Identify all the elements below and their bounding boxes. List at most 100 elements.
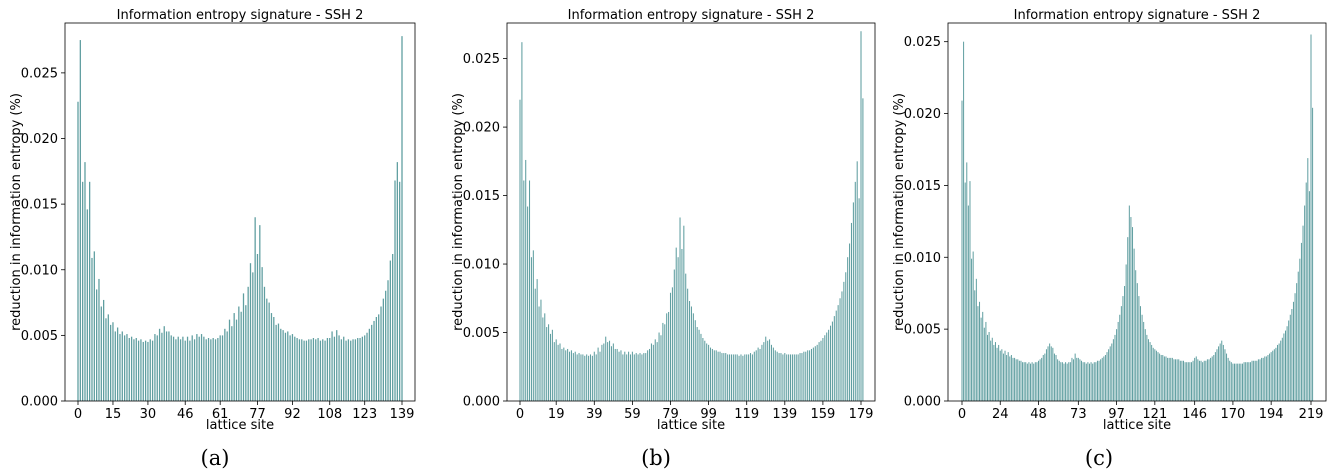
bar-site-113 — [340, 339, 343, 401]
bar-site-210 — [1296, 283, 1298, 401]
bar-site-109 — [727, 354, 729, 401]
bar-site-29 — [1007, 352, 1009, 401]
bar-site-31 — [149, 339, 151, 401]
bar-site-100 — [1120, 306, 1122, 401]
bar-site-68 — [235, 319, 238, 402]
panel-caption: (c) — [1085, 446, 1113, 470]
bar-site-49 — [191, 335, 193, 402]
bar-site-83 — [270, 313, 273, 401]
bar-site-1 — [79, 40, 81, 401]
y-tick-label: 0.020 — [463, 121, 500, 136]
bar-site-67 — [1068, 362, 1070, 401]
bar-site-215 — [1304, 205, 1306, 401]
bar-site-164 — [831, 321, 833, 401]
bar-site-123 — [753, 351, 755, 401]
bar-site-89 — [284, 332, 287, 401]
bar-site-132 — [770, 344, 772, 401]
bar-site-141 — [1186, 362, 1188, 401]
bar-site-175 — [1240, 363, 1242, 401]
bar-site-46 — [184, 340, 186, 402]
bar-site-90 — [1104, 355, 1106, 401]
bar-site-168 — [839, 298, 841, 401]
bar-site-123 — [364, 335, 366, 402]
bar-site-38 — [1022, 362, 1024, 401]
bar-site-120 — [1152, 347, 1154, 401]
x-tick-label: 99 — [700, 407, 717, 422]
bar-site-82 — [1092, 363, 1094, 401]
y-tick-label: 0.000 — [904, 395, 941, 410]
y-tick-label: 0.020 — [21, 132, 58, 147]
bar-site-205 — [1288, 320, 1290, 401]
bar-site-146 — [797, 354, 799, 401]
bar-site-48 — [610, 346, 612, 401]
bar-site-81 — [266, 298, 268, 402]
chart-title: Information entropy signature - SSH 2 — [568, 8, 815, 23]
bar-series — [77, 36, 403, 402]
x-tick-label: 108 — [317, 407, 342, 422]
x-tick-label: 30 — [140, 407, 157, 422]
chart-title: Information entropy signature - SSH 2 — [117, 8, 364, 23]
bar-site-28 — [1006, 355, 1008, 401]
bar-site-56 — [626, 354, 628, 401]
bar-site-80 — [1088, 363, 1090, 401]
bar-site-15 — [548, 324, 550, 401]
bar-site-159 — [1214, 352, 1216, 401]
bar-site-126 — [759, 348, 761, 401]
bar-site-21 — [126, 334, 128, 401]
x-axis-ticks: 0 19 39 59 79 99 119 139 159 179 — [516, 401, 873, 422]
bar-site-127 — [373, 320, 375, 401]
bar-site-131 — [1170, 357, 1172, 401]
bar-site-29 — [144, 340, 147, 402]
x-axis-ticks: 0 24 48 73 97 121 146 170 194 219 — [958, 401, 1323, 422]
bar-site-218 — [1308, 191, 1310, 401]
bar-site-101 — [1122, 296, 1124, 401]
bar-site-58 — [1053, 353, 1055, 401]
bar-site-84 — [273, 317, 275, 401]
bar-site-10 — [100, 306, 102, 401]
bar-site-12 — [105, 318, 107, 401]
bar-site-125 — [1160, 355, 1162, 401]
bar-site-81 — [1090, 362, 1092, 401]
bar-site-143 — [1189, 362, 1191, 401]
bar-site-7 — [972, 251, 974, 401]
bar-site-100 — [310, 339, 312, 401]
bar-site-106 — [324, 340, 326, 402]
bar-site-103 — [715, 350, 717, 401]
bar-site-105 — [1128, 205, 1130, 401]
bar-site-219 — [1310, 34, 1312, 401]
bar-site-166 — [835, 310, 837, 401]
bar-site-6 — [971, 258, 973, 401]
bar-site-139 — [1183, 360, 1185, 401]
bar-site-166 — [1226, 353, 1228, 401]
bar-site-4 — [527, 206, 529, 401]
bar-site-6 — [530, 257, 532, 401]
bar-site-32 — [1012, 357, 1014, 401]
bar-site-167 — [837, 305, 839, 401]
bar-site-42 — [599, 351, 601, 401]
bar-site-66 — [645, 353, 647, 401]
bar-site-170 — [1232, 363, 1234, 401]
bar-site-211 — [1297, 271, 1299, 401]
bar-site-94 — [1111, 343, 1113, 401]
x-tick-label: 123 — [352, 407, 377, 422]
bar-site-101 — [711, 348, 713, 401]
bar-site-179 — [860, 31, 862, 401]
bar-site-110 — [1136, 283, 1138, 401]
x-tick-label: 194 — [1259, 407, 1284, 422]
bar-site-25 — [567, 348, 569, 401]
bar-site-68 — [649, 348, 651, 401]
bar-site-151 — [1202, 362, 1204, 401]
bar-site-61 — [635, 353, 637, 401]
bar-site-128 — [1165, 356, 1167, 401]
bar-site-33 — [154, 334, 156, 401]
bar-site-48 — [1037, 360, 1039, 401]
bar-site-100 — [709, 347, 712, 401]
x-tick-label: 48 — [1030, 407, 1047, 422]
bar-site-102 — [1124, 286, 1126, 401]
bar-site-157 — [1211, 356, 1213, 401]
bar-site-96 — [702, 338, 704, 401]
bar-site-20 — [123, 335, 126, 402]
bar-site-16 — [114, 331, 116, 401]
bar-site-14 — [546, 327, 548, 401]
bar-site-79 — [1087, 362, 1089, 401]
